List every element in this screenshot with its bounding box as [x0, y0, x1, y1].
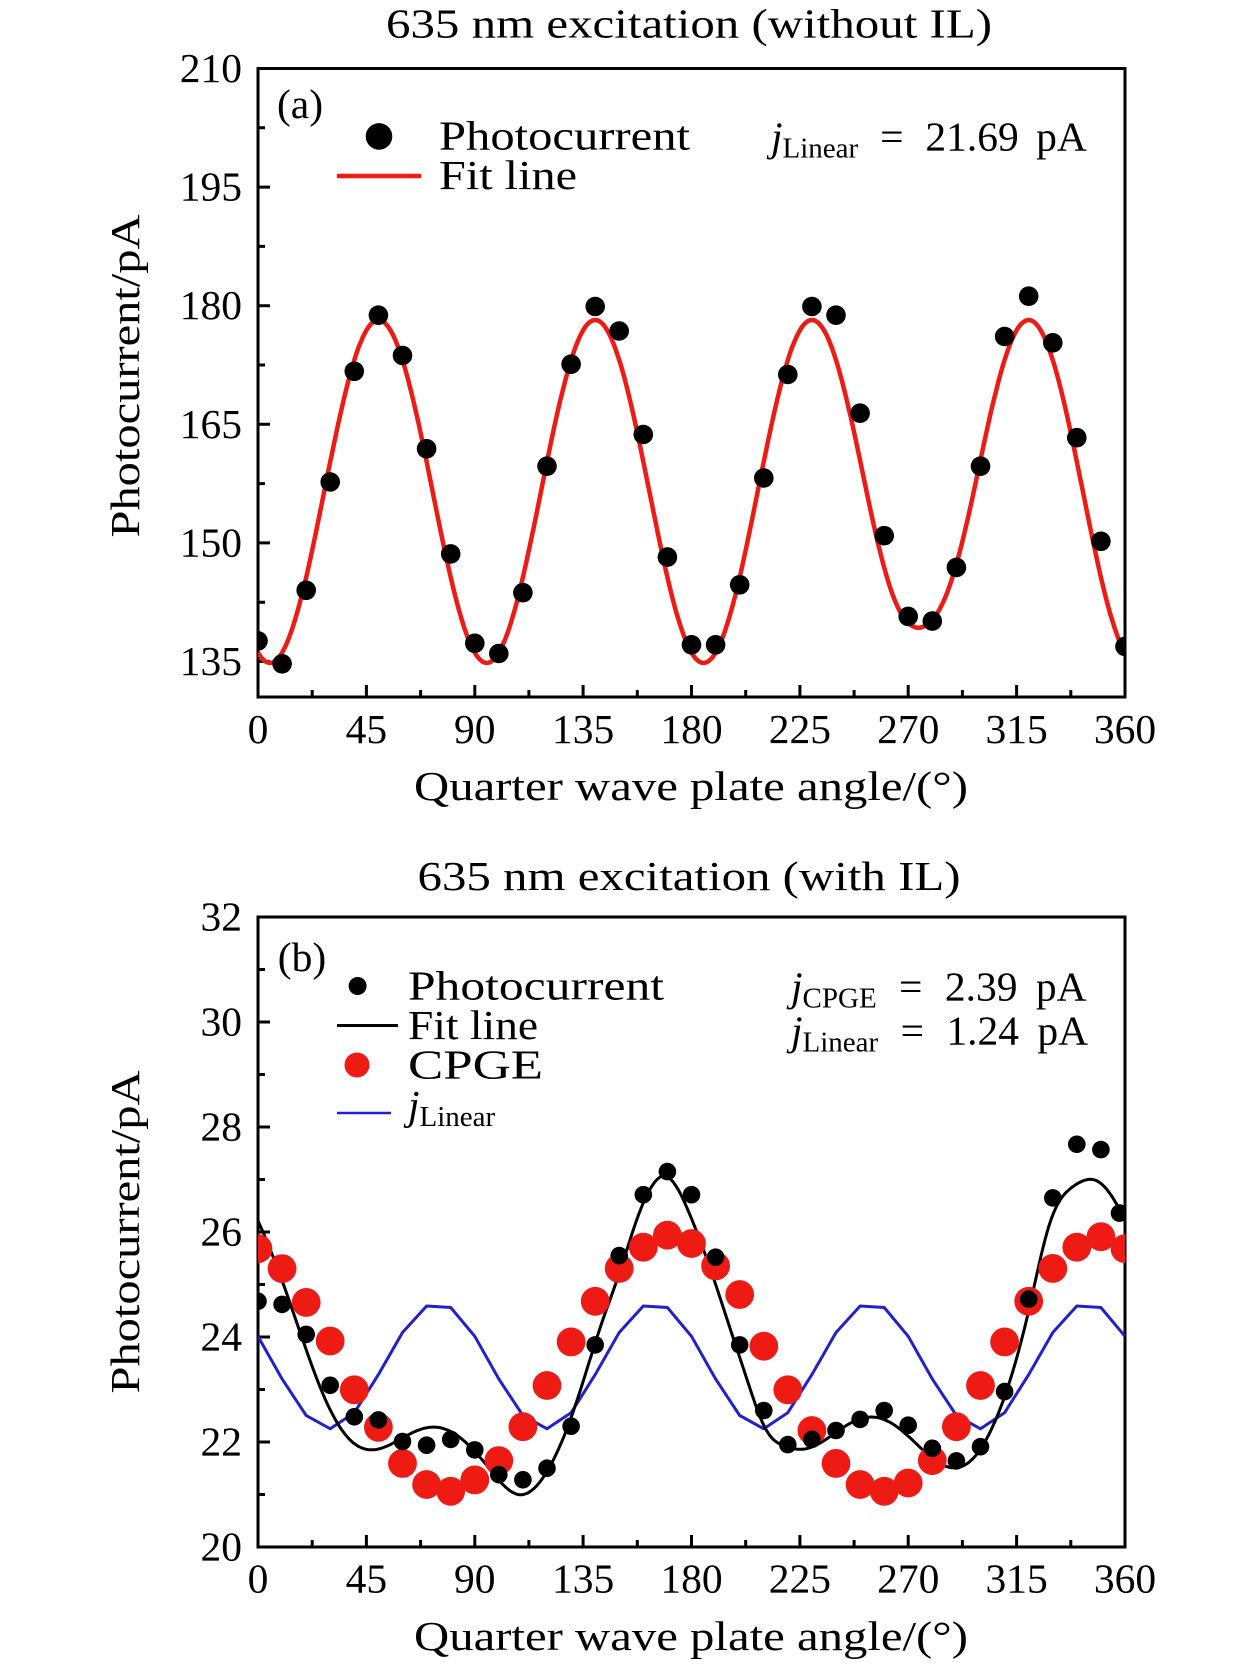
svg-text:315: 315	[986, 1556, 1048, 1602]
svg-text:165: 165	[180, 401, 242, 447]
svg-text:0: 0	[248, 706, 269, 752]
svg-text:225: 225	[769, 706, 831, 752]
svg-text:210: 210	[180, 45, 242, 91]
svg-text:180: 180	[660, 706, 722, 752]
svg-text:135: 135	[552, 706, 614, 752]
svg-text:CPGE: CPGE	[408, 1042, 543, 1088]
svg-text:150: 150	[180, 519, 242, 565]
svg-text:225: 225	[769, 1556, 831, 1602]
svg-text:Photocurrent/pA: Photocurrent/pA	[102, 1070, 148, 1393]
svg-text:Quarter wave plate angle/(°): Quarter wave plate angle/(°)	[414, 763, 968, 810]
svg-text:(a): (a)	[277, 81, 323, 128]
svg-text:635 nm excitation (without IL): 635 nm excitation (without IL)	[386, 1, 992, 48]
svg-text:315: 315	[986, 706, 1048, 752]
svg-text:180: 180	[660, 1556, 722, 1602]
svg-text:(b): (b)	[278, 934, 326, 981]
svg-text:90: 90	[454, 706, 496, 752]
svg-text:jLinear = 1.24 pA: jLinear = 1.24 pA	[786, 1008, 1088, 1059]
svg-text:28: 28	[201, 1104, 243, 1150]
svg-text:135: 135	[180, 638, 242, 684]
svg-text:24: 24	[201, 1314, 243, 1360]
svg-text:Fit line: Fit line	[408, 1002, 538, 1048]
svg-text:360: 360	[1094, 1556, 1156, 1602]
svg-text:Photocurrent: Photocurrent	[439, 112, 691, 158]
svg-text:Quarter wave plate angle/(°): Quarter wave plate angle/(°)	[414, 1613, 968, 1660]
svg-text:45: 45	[346, 1556, 388, 1602]
svg-text:45: 45	[346, 706, 388, 752]
svg-text:Photocurrent: Photocurrent	[408, 963, 665, 1009]
svg-text:Photocurrent/pA: Photocurrent/pA	[102, 214, 148, 537]
svg-text:30: 30	[201, 999, 243, 1045]
svg-text:26: 26	[201, 1209, 243, 1255]
svg-text:jLinear = 21.69 pA: jLinear = 21.69 pA	[766, 114, 1087, 165]
svg-text:jLinear: jLinear	[403, 1082, 496, 1133]
svg-text:90: 90	[454, 1556, 496, 1602]
svg-text:270: 270	[877, 1556, 939, 1602]
svg-text:195: 195	[180, 164, 242, 210]
svg-text:20: 20	[201, 1524, 243, 1570]
svg-text:32: 32	[201, 894, 243, 940]
svg-text:360: 360	[1094, 706, 1156, 752]
svg-text:0: 0	[248, 1556, 269, 1602]
svg-text:jCPGE = 2.39 pA: jCPGE = 2.39 pA	[786, 964, 1087, 1015]
svg-text:135: 135	[552, 1556, 614, 1602]
svg-text:635 nm excitation (with IL): 635 nm excitation (with IL)	[418, 853, 961, 900]
svg-text:180: 180	[180, 282, 242, 328]
svg-text:22: 22	[201, 1419, 243, 1465]
svg-text:Fit line: Fit line	[439, 152, 577, 198]
svg-text:270: 270	[877, 706, 939, 752]
